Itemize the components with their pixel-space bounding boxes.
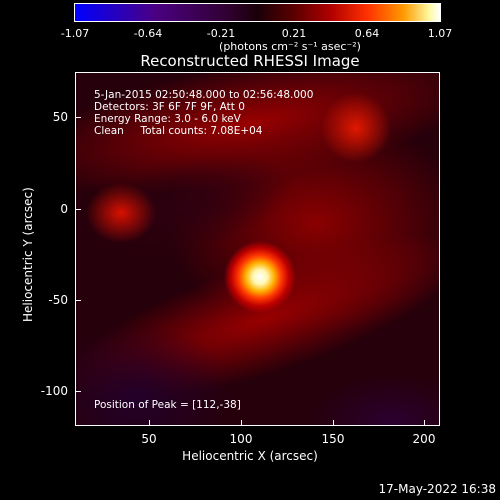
time-range: 5-Jan-2015 02:50:48.000 to 02:56:48.000 xyxy=(94,89,314,101)
energy-range: Energy Range: 3.0 - 6.0 keV xyxy=(94,113,241,125)
colorbar-tick: 0.64 xyxy=(354,27,380,40)
y-axis-label: Heliocentric Y (arcsec) xyxy=(21,187,35,322)
y-tick-label: 50 xyxy=(52,110,68,124)
x-tickmark xyxy=(424,420,425,426)
x-tickmark xyxy=(333,420,334,426)
x-tick-label: 150 xyxy=(321,432,345,446)
secondary-source xyxy=(86,183,156,243)
x-tickmark xyxy=(149,420,150,426)
dark-region xyxy=(306,373,439,425)
x-tick-label: 50 xyxy=(141,432,157,446)
x-tickmark xyxy=(241,420,242,426)
y-tick-label: 0 xyxy=(60,202,68,216)
timestamp: 17-May-2022 16:38 xyxy=(378,482,496,496)
detectors-info: Detectors: 3F 6F 7F 9F, Att 0 xyxy=(94,101,245,113)
colorbar-tick: 1.07 xyxy=(427,27,453,40)
y-tickmark xyxy=(75,117,81,118)
x-axis-label: Heliocentric X (arcsec) xyxy=(182,449,318,463)
x-tick-label: 100 xyxy=(229,432,253,446)
colorbar xyxy=(74,3,441,22)
peak-source xyxy=(224,241,296,313)
colorbar-tick: -0.21 xyxy=(206,27,236,40)
y-tick-label: -50 xyxy=(48,293,68,307)
colorbar-units: (photons cm⁻² s⁻¹ asec⁻²) xyxy=(219,40,361,53)
colorbar-tick: -1.07 xyxy=(60,27,90,40)
y-tick-label: -100 xyxy=(40,384,68,398)
secondary-source xyxy=(321,93,391,163)
plot-title: Reconstructed RHESSI Image xyxy=(140,52,360,70)
x-tick-label: 200 xyxy=(412,432,436,446)
y-tickmark xyxy=(75,391,81,392)
y-tickmark xyxy=(75,300,81,301)
method-counts: Clean Total counts: 7.08E+04 xyxy=(94,125,263,137)
colorbar-tick: -0.64 xyxy=(133,27,163,40)
y-tickmark xyxy=(75,209,81,210)
rhessi-image: 5-Jan-2015 02:50:48.000 to 02:56:48.000 … xyxy=(75,72,440,426)
peak-position: Position of Peak = [112,-38] xyxy=(94,399,241,411)
colorbar-tick: 0.21 xyxy=(281,27,307,40)
